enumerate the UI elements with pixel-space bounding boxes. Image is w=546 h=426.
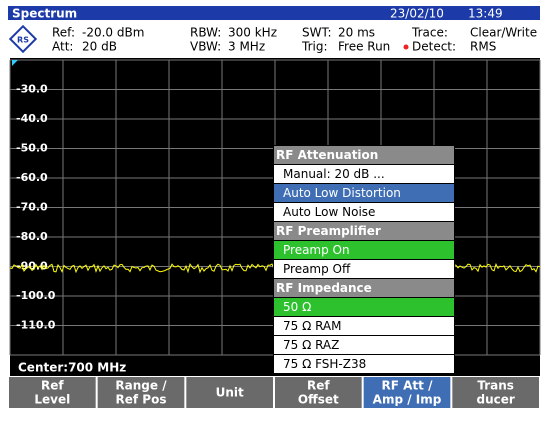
softkey-label: Trans [477,379,514,393]
menu-header [274,146,454,164]
menu-item[interactable] [274,260,454,278]
softkey-label: Ref [307,379,330,393]
softkey-label: Unit [216,386,244,400]
y-label: -80.0 [16,230,48,243]
menu-item[interactable] [274,317,454,335]
softkey[interactable] [275,377,362,408]
y-label: -100.0 [16,289,56,302]
time: 13:49 [468,7,503,21]
menu-item-text: 75 Ω RAZ [283,338,339,352]
ref-marker [12,60,18,66]
menu-item[interactable] [274,355,454,373]
menu-item-text: 75 Ω RAM [283,319,341,333]
setting-label: Trace: [411,26,448,40]
softkey[interactable] [452,377,539,408]
softkey[interactable] [186,377,273,408]
logo: RS [8,24,38,54]
softkey-label: Level [34,393,70,407]
menu-header [274,279,454,297]
y-label: -60.0 [16,171,48,184]
y-label: -90.0 [16,260,48,273]
menu-item-text: 50 Ω [283,300,311,314]
softkey-label: Amp / Imp [373,393,442,407]
menu-header-text: RF Impedance [276,281,372,295]
setting-label: Ref: [52,26,75,40]
y-label: -50.0 [16,142,48,155]
svg-text:RS: RS [17,36,29,45]
setting-value: 3 MHz [228,40,265,54]
softkey[interactable] [363,377,451,408]
softkey-label: ducer [477,393,515,407]
setting-value: Clear/Write [470,26,537,40]
title-bar [8,6,540,20]
menu-item-text: Manual: 20 dB ... [283,167,385,181]
menu-item[interactable] [274,241,454,259]
setting-value: RMS [470,40,496,54]
setting-label: SWT: [302,26,332,40]
menu-item-text: Auto Low Noise [283,205,375,219]
softkey-label: RF Att / [382,379,434,393]
title: Spectrum [12,7,77,21]
softkey-label: Ref Pos [116,393,167,407]
setting-value: 20 ms [338,26,375,40]
softkey[interactable] [9,377,96,408]
menu-item-text: Preamp Off [283,262,351,276]
setting-label: Att: [52,40,73,54]
y-label: -40.0 [16,112,48,125]
date: 23/02/10 [390,7,444,21]
menu-header-text: RF Attenuation [276,148,378,162]
menu-item[interactable] [274,203,454,221]
y-label: -70.0 [16,201,48,214]
setting-label: Trig: [301,40,328,54]
menu-header-text: RF Preamplifier [276,224,381,238]
menu-item[interactable] [274,298,454,316]
y-label: -30.0 [16,83,48,96]
menu-item-text: Auto Low Distortion [283,186,401,200]
setting-label: Detect: [412,40,456,54]
menu-item[interactable] [274,336,454,354]
menu-item-text: Preamp On [283,243,350,257]
softkey-label: Offset [298,393,339,407]
setting-label: VBW: [190,40,221,54]
setting-value: 20 dB [82,40,117,54]
menu-header [274,222,454,240]
setting-value: Free Run [338,40,390,54]
menu-item-text: 75 Ω FSH-Z38 [283,357,366,371]
menu-item[interactable] [274,184,454,202]
center-frequency: Center:700 MHz [18,361,126,375]
y-label: -110.0 [16,319,56,332]
softkey[interactable] [97,377,185,408]
detect-dot [403,44,409,50]
setting-label: RBW: [190,26,221,40]
softkey-label: Range / [115,379,167,393]
setting-value: -20.0 dBm [82,26,144,40]
setting-value: 300 kHz [228,26,277,40]
softkey-label: Ref [41,379,64,393]
menu-item[interactable] [274,165,454,183]
